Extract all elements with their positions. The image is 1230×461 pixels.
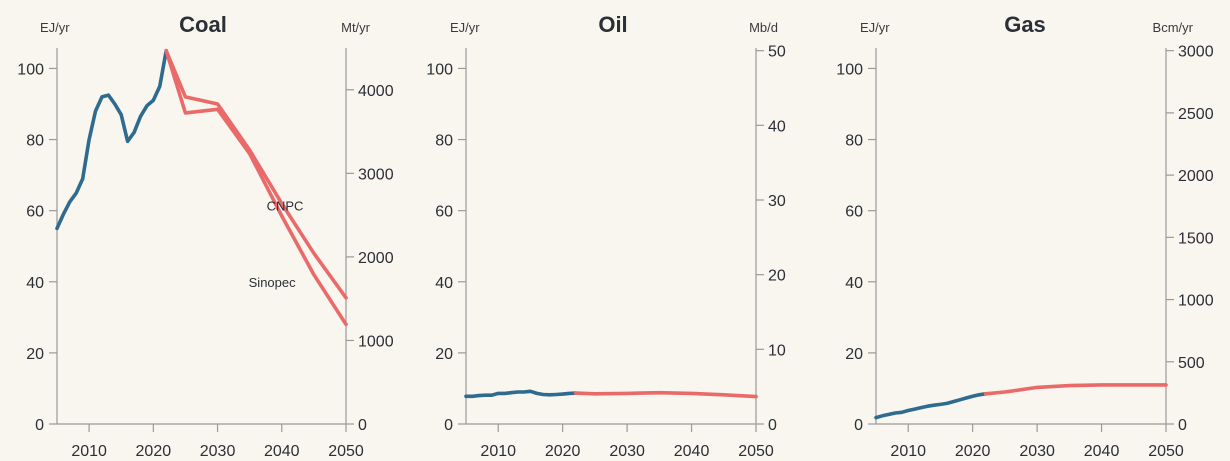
x-tick-label: 2020 <box>955 443 991 460</box>
right-tick-label: 1000 <box>358 333 394 350</box>
right-tick-label: 3000 <box>1178 44 1214 61</box>
historical-series-line <box>55 48 168 231</box>
series-annotation: CNPC <box>267 198 304 213</box>
right-tick-label: 2000 <box>358 250 394 267</box>
projection-line-series <box>573 390 758 399</box>
left-tick-label: 0 <box>854 417 863 434</box>
projection-line-cnpc <box>164 48 348 300</box>
right-tick-label: 4000 <box>358 83 394 100</box>
x-tick-label: 2040 <box>1084 443 1120 460</box>
x-tick-label: 2030 <box>200 443 236 460</box>
x-tick-label: 2010 <box>890 443 926 460</box>
right-tick-label: 2000 <box>1178 168 1214 185</box>
right-tick-label: 40 <box>768 118 786 135</box>
x-tick-label: 2010 <box>480 443 516 460</box>
left-tick-label: 80 <box>26 133 44 150</box>
historical-series-line <box>874 391 988 420</box>
left-tick-label: 20 <box>26 346 44 363</box>
left-unit-label: EJ/yr <box>450 20 480 35</box>
right-tick-label: 2500 <box>1178 106 1214 123</box>
left-tick-label: 0 <box>35 417 44 434</box>
series-annotation: Sinopec <box>249 275 296 290</box>
right-tick-label: 500 <box>1178 355 1205 372</box>
right-tick-label: 1500 <box>1178 230 1214 247</box>
panel-title: Oil <box>598 12 627 37</box>
right-unit-label: Bcm/yr <box>1153 20 1194 35</box>
left-tick-label: 100 <box>836 61 863 78</box>
left-tick-label: 100 <box>17 61 44 78</box>
left-unit-label: EJ/yr <box>40 20 70 35</box>
right-tick-label: 0 <box>1178 417 1187 434</box>
left-tick-label: 60 <box>435 204 453 221</box>
x-tick-label: 2020 <box>545 443 581 460</box>
right-tick-label: 0 <box>768 417 777 434</box>
panel-title: Gas <box>1004 12 1046 37</box>
panel-oil: Oil EJ/yr Mb/d 0204060801000102030405020… <box>426 12 786 460</box>
x-tick-label: 2050 <box>738 443 774 460</box>
right-tick-label: 50 <box>768 44 786 61</box>
x-tick-label: 2020 <box>136 443 172 460</box>
x-tick-label: 2030 <box>609 443 645 460</box>
left-tick-label: 20 <box>435 346 453 363</box>
x-tick-label: 2040 <box>674 443 710 460</box>
left-unit-label: EJ/yr <box>860 20 890 35</box>
right-tick-label: 20 <box>768 268 786 285</box>
right-tick-label: 3000 <box>358 166 394 183</box>
right-tick-label: 10 <box>768 342 786 359</box>
x-tick-label: 2030 <box>1019 443 1055 460</box>
left-tick-label: 0 <box>444 417 453 434</box>
left-tick-label: 80 <box>435 133 453 150</box>
right-tick-label: 1000 <box>1178 293 1214 310</box>
right-unit-label: Mb/d <box>749 20 778 35</box>
left-tick-label: 60 <box>845 204 863 221</box>
left-tick-label: 80 <box>845 133 863 150</box>
x-tick-label: 2050 <box>328 443 364 460</box>
left-tick-label: 40 <box>26 275 44 292</box>
x-tick-label: 2050 <box>1148 443 1184 460</box>
left-tick-label: 20 <box>845 346 863 363</box>
left-tick-label: 40 <box>435 275 453 292</box>
projection-line-sinopec <box>164 48 348 327</box>
panel-coal: Coal EJ/yr Mt/yr 02040608010001000200030… <box>17 12 393 460</box>
panel-gas: Gas EJ/yr Bcm/yr 02040608010005001000150… <box>836 12 1213 460</box>
left-tick-label: 100 <box>426 61 453 78</box>
left-tick-label: 60 <box>26 204 44 221</box>
left-tick-label: 40 <box>845 275 863 292</box>
historical-series-line <box>464 389 578 399</box>
projection-line-series <box>983 383 1168 396</box>
right-tick-label: 0 <box>358 417 367 434</box>
x-tick-label: 2010 <box>71 443 107 460</box>
x-tick-label: 2040 <box>264 443 300 460</box>
panel-title: Coal <box>179 12 227 37</box>
right-unit-label: Mt/yr <box>341 20 371 35</box>
right-tick-label: 30 <box>768 193 786 210</box>
